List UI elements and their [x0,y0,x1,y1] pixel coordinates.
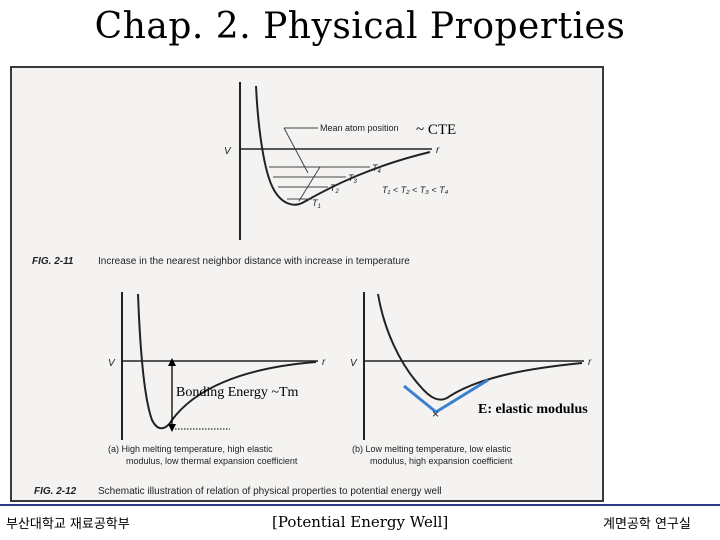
elastic-tangent-right [435,378,489,414]
left-v-label: V [108,358,116,369]
caption-a-line2: modulus, low thermal expansion coefficie… [126,456,298,466]
mean-label-pointer [283,127,309,174]
right-well-curve [377,293,583,401]
top-r-label: r [436,145,440,156]
minimum-marker: × [432,407,439,421]
footer-divider [0,504,720,506]
fig-2-12-caption: Schematic illustration of relation of ph… [98,486,442,497]
top-well-curve [255,85,431,206]
fig-2-12a: V r Bonding Energy ~Tm (a) High melting … [108,292,326,466]
figure-panel: V r T1 T2 T3 T4 T₁ < T₂ < T₃ < T₄ Mean a… [10,66,604,502]
top-v-label: V [224,146,232,157]
arrow-head-up [168,358,176,366]
right-v-label: V [350,358,358,369]
caption-b-line2: modulus, high expansion coefficient [370,456,513,466]
mean-position-line [298,166,321,202]
left-well-curve [137,293,317,430]
mean-atom-position-label: Mean atom position [320,123,399,133]
fig-2-12-number: FIG. 2-12 [34,486,77,497]
label-t1: T1 [312,198,321,210]
label-t4: T4 [372,163,382,175]
label-t2: T2 [330,183,340,195]
fig-2-11-caption: Increase in the nearest neighbor distanc… [98,256,410,267]
label-t3: T3 [348,173,358,185]
bonding-energy-label: Bonding Energy ~Tm [176,385,299,400]
right-r-label: r [588,357,592,368]
elastic-modulus-label: E: elastic modulus [478,402,588,417]
footer-right: 계면공학 연구실 [603,517,691,532]
slide-title: Chap. 2. Physical Properties [94,6,626,47]
arrow-head-down [168,424,176,432]
cte-label: ~ CTE [416,122,456,138]
elastic-tangent-left [403,384,437,414]
fig-2-11-number: FIG. 2-11 [32,256,74,267]
caption-b-line1: (b) Low melting temperature, low elastic [352,444,512,454]
caption-a-line1: (a) High melting temperature, high elast… [108,444,273,454]
fig-2-11: V r T1 T2 T3 T4 T₁ < T₂ < T₃ < T₄ Mean a… [32,82,456,267]
fig-2-12b: V r × E: elastic modulus (b) Low melting… [350,292,592,466]
left-r-label: r [322,357,326,368]
potential-well-figure: V r T1 T2 T3 T4 T₁ < T₂ < T₃ < T₄ Mean a… [32,82,592,497]
footer-left: 부산대학교 재료공학부 [6,517,130,532]
footer-center: [Potential Energy Well] [272,513,449,531]
temperature-inequality: T₁ < T₂ < T₃ < T₄ [382,185,449,195]
